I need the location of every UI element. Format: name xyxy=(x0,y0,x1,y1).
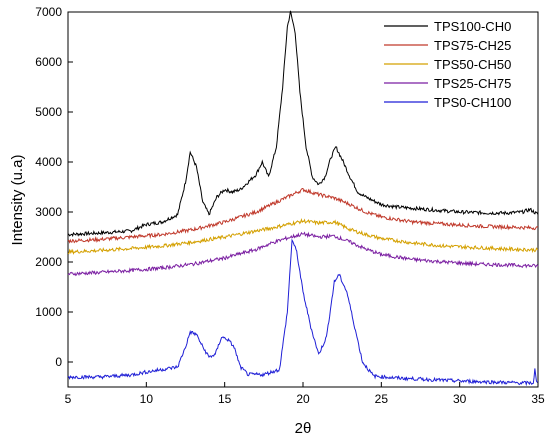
x-tick-label: 5 xyxy=(65,392,72,406)
x-tick-label: 35 xyxy=(531,392,545,406)
series-line-1 xyxy=(67,10,539,238)
legend-label-4: TPS25-CH75 xyxy=(434,76,511,91)
legend-label-5: TPS0-CH100 xyxy=(434,95,511,110)
legend-label-3: TPS50-CH50 xyxy=(434,57,511,72)
y-tick-label: 5000 xyxy=(35,105,62,119)
legend: TPS100-CH0 TPS75-CH25 TPS50-CH50 TPS25-CH75… xyxy=(384,19,511,110)
legend-label-1: TPS100-CH0 xyxy=(434,19,511,34)
x-tick-label: 20 xyxy=(296,392,310,406)
axes-layer: 5 10 15 20 25 30 35 0 1000 2000 3000 4000 5000 6000 70… xyxy=(35,5,545,406)
y-tick-label: 1000 xyxy=(35,305,62,319)
series-line-4 xyxy=(67,231,539,277)
plot-frame xyxy=(67,11,539,388)
y-tick-label: 3000 xyxy=(35,205,62,219)
series-line-2 xyxy=(67,187,539,244)
y-axis-title: Intensity (u.a) xyxy=(9,155,26,246)
y-tick-label: 0 xyxy=(55,355,62,369)
series-line-3 xyxy=(67,217,539,255)
x-tick-label: 10 xyxy=(140,392,154,406)
y-tick-label: 6000 xyxy=(35,55,62,69)
series-line-5 xyxy=(67,238,539,387)
x-tick-label: 15 xyxy=(218,392,232,406)
y-tick-label: 7000 xyxy=(35,5,62,19)
series-layer xyxy=(67,10,539,387)
x-axis-title: 2θ xyxy=(295,420,312,437)
y-tick-label: 2000 xyxy=(35,255,62,269)
x-tick-label: 30 xyxy=(453,392,467,406)
legend-label-2: TPS75-CH25 xyxy=(434,38,511,53)
x-tick-label: 25 xyxy=(375,392,389,406)
y-tick-label: 4000 xyxy=(35,155,62,169)
